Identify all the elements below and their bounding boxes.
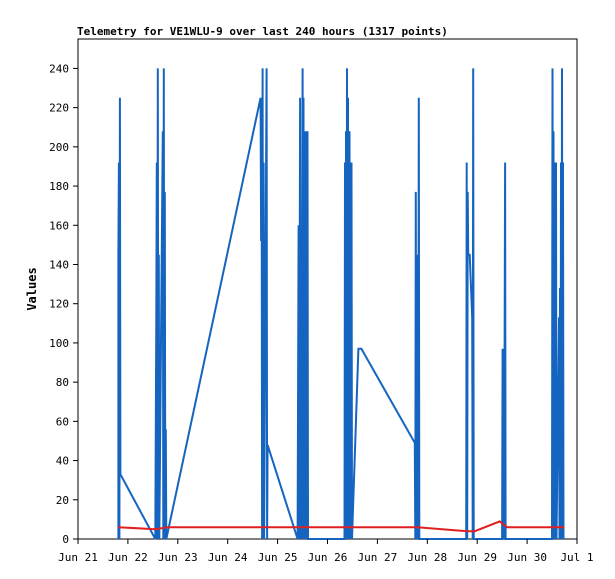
y-tick-label: 0 — [62, 533, 69, 546]
x-tick-label: Jun 28 — [407, 551, 447, 564]
x-tick-label: Jun 30 — [507, 551, 547, 564]
y-tick-label: 180 — [49, 180, 69, 193]
y-tick-label: 60 — [56, 415, 69, 428]
chart-title: Telemetry for VE1WLU-9 over last 240 hou… — [77, 25, 448, 38]
x-tick-label: Jun 23 — [158, 551, 198, 564]
y-axis: 0 20 40 60 80 100 120 140 160 180 200 220 240 — [49, 62, 78, 546]
series-line-2 — [117, 520, 565, 533]
x-axis: Jun 21 Jun 22 Jun 23 Jun 24 Jun 25 Jun 26 Jun … — [58, 539, 594, 564]
x-tick-label: Jun 22 — [108, 551, 148, 564]
y-tick-label: 160 — [49, 219, 69, 232]
x-tick-label: Jun 25 — [258, 551, 298, 564]
series-layer — [117, 68, 565, 540]
y-tick-label: 200 — [49, 141, 69, 154]
x-tick-label: Jun 24 — [208, 551, 248, 564]
x-tick-label: Jun 26 — [308, 551, 348, 564]
y-tick-label: 20 — [56, 494, 69, 507]
x-tick-label: Jun 27 — [358, 551, 398, 564]
x-tick-label: Jun 29 — [457, 551, 497, 564]
x-tick-label: Jul 1 — [560, 551, 593, 564]
y-tick-label: 80 — [56, 376, 69, 389]
series-line-1 — [117, 68, 565, 540]
x-tick-label: Jun 21 — [58, 551, 98, 564]
y-tick-label: 100 — [49, 337, 69, 350]
y-tick-label: 40 — [56, 455, 69, 468]
y-tick-label: 140 — [49, 258, 69, 271]
y-axis-label: Values — [25, 267, 39, 310]
y-tick-label: 240 — [49, 62, 69, 75]
y-tick-label: 120 — [49, 298, 69, 311]
y-tick-label: 220 — [49, 102, 69, 115]
